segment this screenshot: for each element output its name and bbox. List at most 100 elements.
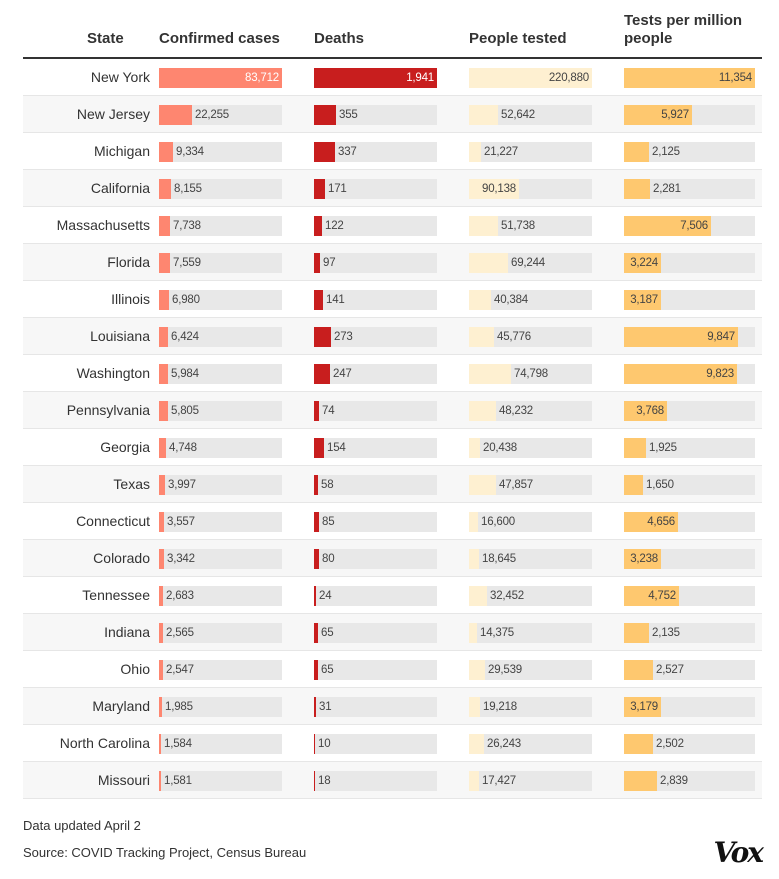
cases-value-label: 3,342: [167, 553, 195, 565]
deaths-bar-track: 141: [314, 290, 437, 310]
table-row: Washington 5,984 247 74,798 9,823: [23, 355, 762, 392]
tested-bar: [469, 179, 519, 199]
deaths-bar: [314, 623, 318, 643]
source-note: Source: COVID Tracking Project, Census B…: [23, 845, 307, 860]
state-name: Texas: [113, 476, 150, 492]
deaths-bar-track: 74: [314, 401, 437, 421]
tested-value-label: 18,645: [482, 553, 516, 565]
deaths-value-label: 247: [333, 368, 352, 380]
deaths-bar: [314, 549, 319, 569]
table-row: Maryland 1,985 31 19,218 3,179: [23, 688, 762, 725]
state-name: Ohio: [120, 661, 150, 677]
deaths-value-label: 80: [322, 553, 335, 565]
cases-value-label: 6,424: [171, 331, 199, 343]
deaths-value-label: 10: [318, 738, 331, 750]
tested-bar-track: 90,138: [469, 179, 592, 199]
state-name: New York: [90, 69, 150, 85]
tested-bar-track: 74,798: [469, 364, 592, 384]
tested-value-label: 220,880: [548, 72, 589, 84]
per-million-value-label: 1,650: [646, 479, 674, 491]
per-million-value-label: 7,506: [680, 220, 708, 232]
header-people-tested: People tested: [469, 30, 567, 47]
deaths-bar: [314, 660, 318, 680]
per-million-value-label: 9,823: [706, 368, 734, 380]
deaths-bar-track: 97: [314, 253, 437, 273]
deaths-bar: [314, 697, 316, 717]
cases-bar-track: 3,997: [159, 475, 282, 495]
state-name: Indiana: [104, 624, 150, 640]
cases-bar-track: 6,424: [159, 327, 282, 347]
per-million-bar: [624, 364, 737, 384]
table-row: North Carolina 1,584 10 26,243 2,502: [23, 725, 762, 762]
state-name: Tennessee: [82, 587, 150, 603]
tested-bar-track: 40,384: [469, 290, 592, 310]
cases-bar-track: 9,334: [159, 142, 282, 162]
table-row: Louisiana 6,424 273 45,776 9,847: [23, 318, 762, 355]
per-million-value-label: 2,527: [656, 664, 684, 676]
deaths-bar: [314, 771, 315, 791]
tested-bar: [469, 660, 485, 680]
deaths-bar: [314, 142, 335, 162]
cases-bar-track: 1,584: [159, 734, 282, 754]
per-million-bar: [624, 253, 661, 273]
per-million-bar-track: 5,927: [624, 105, 755, 125]
cases-bar: [159, 179, 171, 199]
tested-bar-track: 52,642: [469, 105, 592, 125]
per-million-bar-track: 3,179: [624, 697, 755, 717]
table-row: New York 83,712 1,941 220,880 11,354: [23, 59, 762, 96]
table-row: Indiana 2,565 65 14,375 2,135: [23, 614, 762, 651]
deaths-bar: [314, 105, 336, 125]
per-million-bar-track: 3,224: [624, 253, 755, 273]
tested-bar-track: 19,218: [469, 697, 592, 717]
cases-bar: [159, 253, 170, 273]
deaths-bar-track: 355: [314, 105, 437, 125]
per-million-bar-track: 11,354: [624, 68, 755, 88]
per-million-bar-track: 1,925: [624, 438, 755, 458]
tested-bar: [469, 623, 477, 643]
state-name: Connecticut: [76, 513, 150, 529]
state-name: Illinois: [111, 291, 150, 307]
cases-bar: [159, 771, 161, 791]
per-million-bar-track: 7,506: [624, 216, 755, 236]
tested-bar: [469, 549, 479, 569]
tested-bar-track: 20,438: [469, 438, 592, 458]
tested-value-label: 26,243: [487, 738, 521, 750]
cases-value-label: 5,984: [171, 368, 199, 380]
cases-value-label: 2,565: [166, 627, 194, 639]
deaths-bar-track: 85: [314, 512, 437, 532]
tested-bar: [469, 475, 496, 495]
header-tests-per-million: Tests per million people: [624, 12, 743, 47]
tested-bar: [469, 364, 511, 384]
per-million-bar: [624, 401, 667, 421]
tested-bar-track: 16,600: [469, 512, 592, 532]
deaths-bar-track: 58: [314, 475, 437, 495]
cases-bar: [159, 549, 164, 569]
deaths-bar-track: 122: [314, 216, 437, 236]
per-million-value-label: 2,135: [652, 627, 680, 639]
tested-value-label: 17,427: [482, 775, 516, 787]
tested-value-label: 40,384: [494, 294, 528, 306]
cases-bar-track: 8,155: [159, 179, 282, 199]
tested-value-label: 48,232: [499, 405, 533, 417]
deaths-value-label: 1,941: [406, 72, 434, 84]
cases-bar: [159, 364, 168, 384]
cases-value-label: 1,985: [165, 701, 193, 713]
cases-bar-track: 3,557: [159, 512, 282, 532]
cases-bar: [159, 697, 162, 717]
tested-bar: [469, 586, 487, 606]
table-row: Colorado 3,342 80 18,645 3,238: [23, 540, 762, 577]
deaths-value-label: 355: [339, 109, 358, 121]
cases-bar: [159, 586, 163, 606]
cases-value-label: 5,805: [171, 405, 199, 417]
tested-bar-track: 14,375: [469, 623, 592, 643]
tested-bar: [469, 142, 481, 162]
tested-bar-track: 45,776: [469, 327, 592, 347]
deaths-bar: [314, 253, 320, 273]
per-million-value-label: 3,187: [630, 294, 658, 306]
per-million-bar-track: 4,656: [624, 512, 755, 532]
tested-bar-track: 18,645: [469, 549, 592, 569]
tested-bar-track: 17,427: [469, 771, 592, 791]
per-million-bar: [624, 290, 661, 310]
header-deaths: Deaths: [314, 30, 365, 47]
cases-value-label: 4,748: [169, 442, 197, 454]
